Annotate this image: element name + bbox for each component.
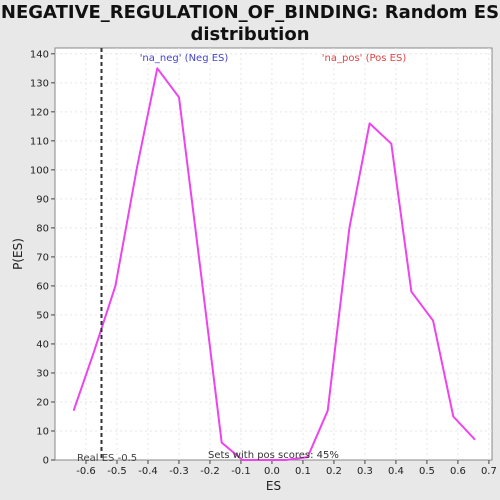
series-layer [72,67,476,461]
y-tick-label: 80 [36,223,49,234]
y-tick-label: 90 [36,194,49,205]
pos-es-label: 'na_pos' (Pos ES) [322,53,407,64]
chart-title: NEGATIVE_REGULATION_OF_BINDING: Random E… [0,2,500,45]
x-tick-label: 0.4 [388,466,404,477]
x-axis-label: ES [266,479,281,493]
y-tick-label: 60 [36,281,49,292]
y-tick-label: 120 [30,107,49,118]
x-tick-label: -0.6 [76,466,96,477]
x-tick-label: 0.0 [264,466,280,477]
x-tick-label: -0.1 [231,466,251,477]
x-tick-label: 0.2 [326,466,342,477]
y-tick-label: 40 [36,339,49,350]
y-tick-label: 70 [36,252,49,263]
pos-scores-label: Sets with pos scores: 45% [208,450,339,461]
y-tick-label: 100 [30,165,49,176]
x-tick-label: -0.4 [138,466,158,477]
x-tick-label: -0.2 [200,466,220,477]
y-tick-label: 0 [43,456,49,467]
x-tick-label: -0.3 [169,466,189,477]
y-tick-label: 30 [36,368,49,379]
y-tick-label: 20 [36,397,49,408]
x-tick-label: 0.1 [295,466,311,477]
x-tick-label: -0.5 [107,466,127,477]
y-tick-label: 130 [30,78,49,89]
y-tick-label: 10 [36,426,49,437]
y-tick-label: 50 [36,310,49,321]
neg-es-label: 'na_neg' (Neg ES) [140,53,229,64]
x-tick-label: 0.3 [357,466,373,477]
real-es-label: Real ES -0.5 [77,453,137,464]
x-tick-label: 0.6 [450,466,466,477]
x-tick-label: 0.5 [419,466,435,477]
x-tick-label: 0.7 [481,466,497,477]
plot-area [54,47,493,461]
y-tick-label: 110 [30,136,49,147]
axis-ticks: 0 10 20 30 40 50 60 70 80 90 100 110 120 130 140 -0.6 -0… [30,49,497,477]
grid-lines [55,48,492,460]
y-tick-label: 140 [30,49,49,60]
series-line [72,67,476,461]
y-axis-label: P(ES) [11,238,25,270]
